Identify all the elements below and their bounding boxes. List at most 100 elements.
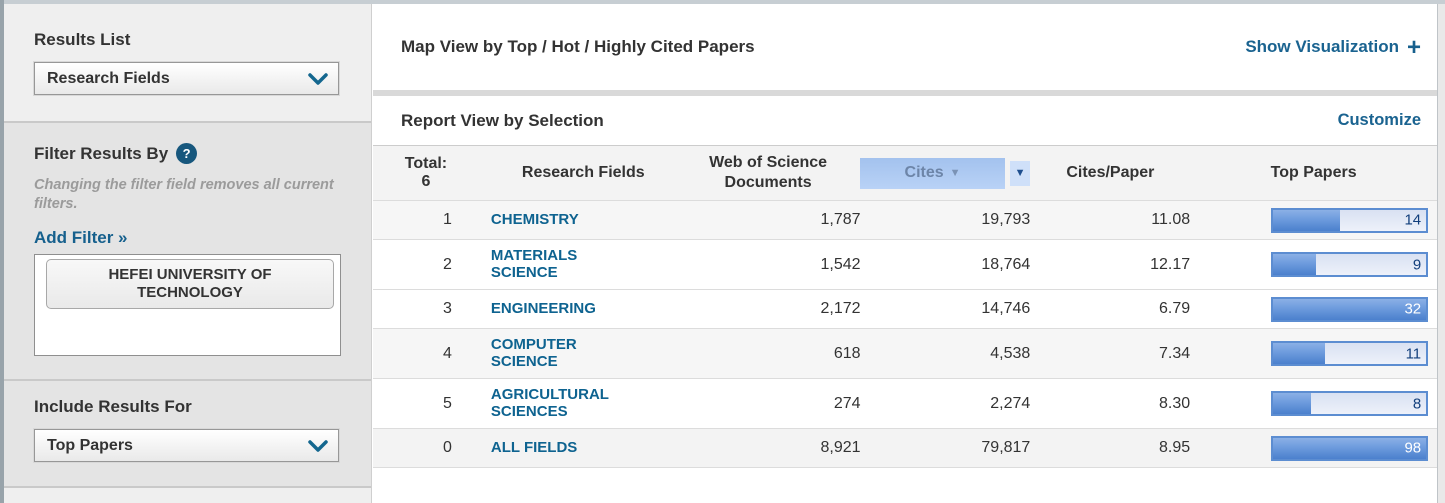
cites-dropdown-button[interactable]: ▼ [1009,160,1031,186]
cites-per-paper-value: 11.08 [1151,211,1191,228]
map-view-bar: Map View by Top / Hot / Highly Cited Pap… [373,4,1437,90]
chevron-down-icon [308,72,328,85]
top-papers-bar-fill [1273,209,1341,231]
cites-sort-label: Cites [904,164,944,181]
top-papers-value: 98 [1404,439,1422,457]
top-papers-bar: 98 [1271,435,1429,461]
field-cell: CHEMISTRY [466,211,676,229]
wos-documents-value: 8,921 [820,439,861,456]
research-field-link[interactable]: ENGINEERING [490,300,596,317]
top-papers-cell: 9 [1190,252,1437,277]
page-top-border [0,0,1445,4]
active-filters-listbox[interactable]: HEFEI UNIVERSITY OF TECHNOLOGY [34,254,341,356]
table-row: 1 CHEMISTRY 1,787 19,793 11.08 14 [373,200,1437,239]
filter-item[interactable]: HEFEI UNIVERSITY OF TECHNOLOGY [46,259,334,309]
add-filter-link[interactable]: Add Filter » [34,228,128,247]
cites-per-paper-value: 8.30 [1159,394,1191,412]
top-papers-bar-fill [1273,343,1326,364]
top-papers-bar-fill [1273,254,1316,275]
wos-documents-value: 2,172 [820,300,861,317]
cites-value: 14,746 [981,300,1031,317]
row-rank: 3 [443,300,452,317]
cites-value: 18,764 [981,255,1031,273]
column-header-cites: Cites ▼ ▼ [860,157,1031,189]
main-content: Map View by Top / Hot / Highly Cited Pap… [373,4,1437,503]
customize-link[interactable]: Customize [1337,111,1421,129]
column-header-research-fields[interactable]: Research Fields [521,164,645,181]
sidebar-next-section [4,488,371,497]
cites-value: 2,274 [990,394,1031,412]
research-field-link[interactable]: COMPUTER SCIENCE [490,336,577,370]
cites-value: 4,538 [990,344,1031,362]
table-header-row: Total: 6 Research Fields Web of Science … [373,145,1437,200]
row-rank: 5 [443,394,452,412]
column-header-cites-per-paper[interactable]: Cites/Paper [1066,164,1155,181]
results-list-selected-value: Research Fields [47,69,170,87]
top-papers-value: 14 [1404,211,1422,229]
cites-per-paper-value: 6.79 [1159,300,1191,317]
filter-note: Changing the filter field removes all cu… [34,177,334,212]
top-papers-cell: 14 [1190,207,1437,233]
include-results-selected-value: Top Papers [47,436,133,454]
field-cell: AGRICULTURAL SCIENCES [466,386,676,421]
research-field-link[interactable]: AGRICULTURAL SCIENCES [490,386,609,420]
top-papers-value: 8 [1412,395,1422,412]
field-cell: ENGINEERING [466,300,676,318]
row-rank: 1 [443,211,452,228]
results-list-dropdown[interactable]: Research Fields [34,62,339,95]
section-divider [373,90,1437,96]
show-visualization-link[interactable]: Show Visualization + [1245,35,1421,59]
column-header-top-papers[interactable]: Top Papers [1270,164,1357,181]
field-cell: MATERIALS SCIENCE [466,247,676,282]
chevron-down-icon [308,439,328,452]
table-row: 0 ALL FIELDS 8,921 79,817 8.95 98 [373,428,1437,468]
top-papers-bar: 32 [1271,296,1429,322]
sidebar: Results List Research Fields Filter Resu… [4,4,372,503]
research-field-link[interactable]: ALL FIELDS [490,439,578,456]
filter-heading: Filter Results By [34,143,169,163]
top-papers-bar: 8 [1271,391,1429,416]
wos-documents-value: 618 [833,344,861,362]
table-body: 1 CHEMISTRY 1,787 19,793 11.08 14 2 MATERIALS SC… [373,200,1437,468]
research-field-link[interactable]: MATERIALS SCIENCE [490,247,578,281]
include-results-heading: Include Results For [34,397,192,416]
top-papers-bar-fill [1273,393,1312,414]
cites-per-paper-value: 12.17 [1150,255,1191,273]
total-count: Total: 6 [386,155,466,191]
report-view-title: Report View by Selection [401,110,604,130]
filter-section: Filter Results By ? Changing the filter … [4,123,371,381]
cites-per-paper-value: 8.95 [1159,439,1191,456]
show-visualization-label: Show Visualization [1245,37,1399,56]
page-right-border [1437,4,1445,503]
column-header-wos-documents[interactable]: Web of Science Documents [709,154,828,191]
top-papers-cell: 32 [1190,296,1437,322]
help-icon[interactable]: ? [176,143,198,164]
table-row: 4 COMPUTER SCIENCE 618 4,538 7.34 11 [373,328,1437,378]
report-view-bar: Report View by Selection Customize [373,96,1437,145]
top-papers-bar-fill [1273,298,1427,320]
top-papers-bar: 11 [1271,341,1429,366]
cites-sort-button[interactable]: Cites ▼ [860,157,1005,189]
page-left-border [0,0,4,503]
top-papers-value: 9 [1412,256,1422,273]
field-cell: ALL FIELDS [466,439,676,457]
top-papers-cell: 98 [1190,435,1437,461]
total-value: 6 [421,173,431,190]
field-cell: COMPUTER SCIENCE [466,336,676,371]
sort-caret-icon: ▼ [949,167,961,179]
include-results-section: Include Results For Top Papers [4,381,371,488]
include-results-dropdown[interactable]: Top Papers [34,429,339,462]
top-papers-cell: 8 [1190,391,1437,416]
results-list-section: Results List Research Fields [4,4,371,123]
table-row: 2 MATERIALS SCIENCE 1,542 18,764 12.17 9 [373,239,1437,289]
row-rank: 4 [443,344,452,362]
cites-value: 79,817 [981,439,1031,456]
row-rank: 2 [443,255,452,273]
top-papers-bar: 14 [1271,207,1429,233]
table-row: 5 AGRICULTURAL SCIENCES 274 2,274 8.30 8 [373,378,1437,428]
top-papers-value: 32 [1404,300,1422,318]
top-papers-bar-fill [1273,437,1427,459]
research-field-link[interactable]: CHEMISTRY [490,211,579,228]
cites-value: 19,793 [981,211,1031,228]
row-rank: 0 [443,439,452,456]
